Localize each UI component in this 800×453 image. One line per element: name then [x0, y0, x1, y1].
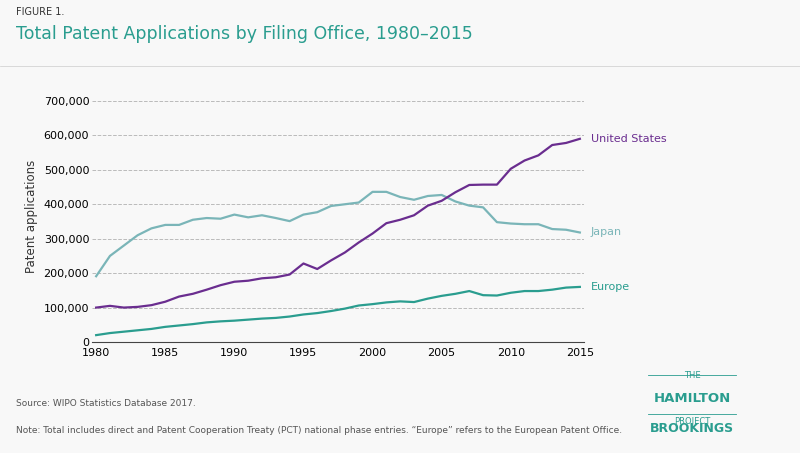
Text: Note: Total includes direct and Patent Cooperation Treaty (PCT) national phase e: Note: Total includes direct and Patent C…: [16, 426, 622, 435]
Text: Total Patent Applications by Filing Office, 1980–2015: Total Patent Applications by Filing Offi…: [16, 25, 473, 43]
Y-axis label: Patent applications: Patent applications: [25, 160, 38, 273]
Text: United States: United States: [591, 134, 666, 144]
Text: Japan: Japan: [591, 227, 622, 237]
Text: FIGURE 1.: FIGURE 1.: [16, 7, 64, 17]
Text: HAMILTON: HAMILTON: [654, 392, 730, 405]
Text: Source: WIPO Statistics Database 2017.: Source: WIPO Statistics Database 2017.: [16, 399, 196, 408]
Text: Europe: Europe: [591, 282, 630, 292]
Text: PROJECT: PROJECT: [674, 417, 710, 426]
Text: THE: THE: [684, 371, 700, 381]
Text: BROOKINGS: BROOKINGS: [650, 422, 734, 435]
